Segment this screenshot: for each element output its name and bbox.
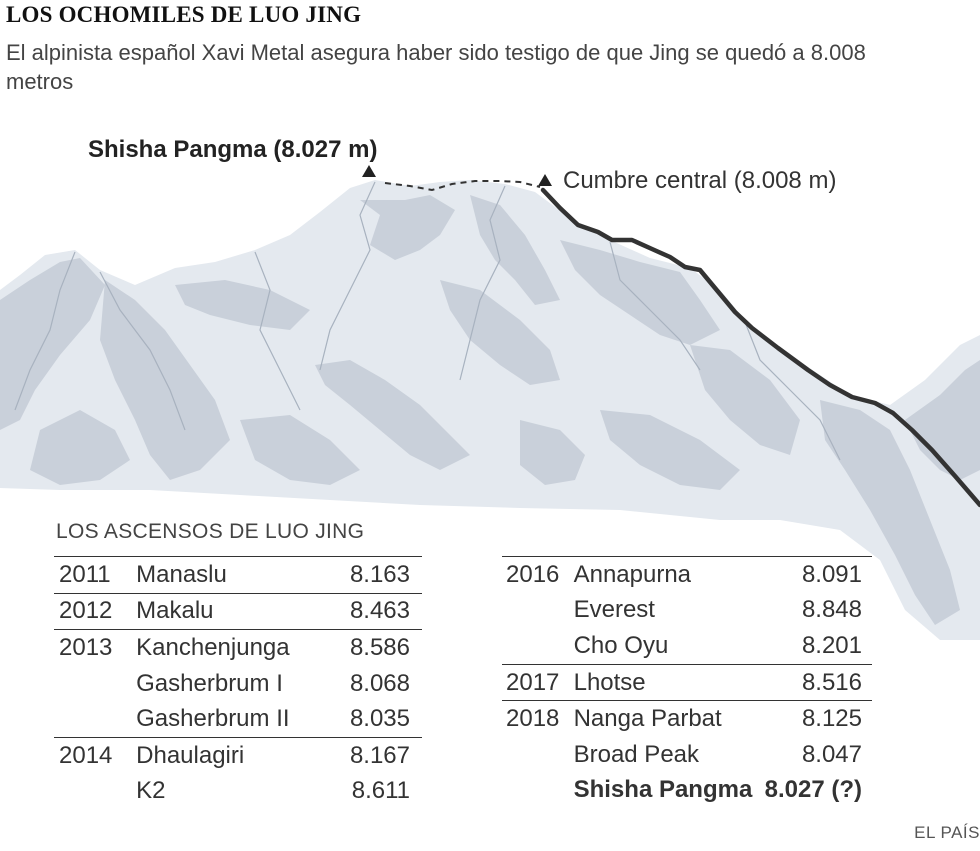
table-row: 2018 Nanga Parbat 8.125 [502,700,872,737]
year-cell [54,774,136,810]
year-cell [54,701,136,737]
peak-cell: Dhaulagiri [136,736,335,774]
peak-cell: Makalu [136,592,335,630]
peak-cell: Gasherbrum I [136,669,283,697]
altitude-cell: 8.516 [764,663,872,701]
year-cell [502,773,574,809]
peak-cell: Everest [573,596,655,624]
table-row: Everest 8.848 [502,593,872,629]
altitude-cell: 8.463 [334,592,422,630]
peak-cell: Kanchenjunga [136,629,335,666]
year-cell [54,666,136,702]
year-cell: 2013 [54,629,137,666]
table-row: Gasherbrum I 8.068 [54,666,422,702]
altitude-cell: 8.091 [764,555,872,593]
peak-cell: Cho Oyu [573,631,669,659]
main-summit-label: Shisha Pangma (8.027 m) [88,136,378,163]
year-cell: 2016 [502,555,574,593]
altitude-cell: 8.027 (?) [764,776,862,804]
table-row: 2016 Annapurna 8.091 [502,555,872,593]
year-cell: 2018 [502,700,574,737]
table-row: 2011 Manaslu 8.163 [54,556,422,594]
altitude-cell: 8.201 [801,631,862,659]
route-dashed-segment [384,180,541,192]
summit-marker-icon [362,165,376,177]
altitude-cell: 8.047 [801,740,862,768]
table-row: Cho Oyu 8.201 [502,628,872,664]
table-row: Gasherbrum II 8.035 [54,701,422,737]
table-row: 2014 Dhaulagiri 8.167 [54,736,422,774]
ascent-route-line [540,187,980,508]
peak-cell: Lhotse [573,663,765,701]
year-cell [502,737,574,773]
year-cell: 2012 [54,592,137,630]
peak-cell: Gasherbrum II [136,705,290,733]
table-heading: LOS ASCENSOS DE LUO JING [56,520,365,543]
ascents-table-left: 2011 Manaslu 8.163 2012 Makalu 8.463 2013 Kanch… [54,556,422,809]
ascents-table-right: 2016 Annapurna 8.091 Everest 8.848 Cho Oyu 8.2… [502,555,872,809]
altitude-cell: 8.848 [801,596,862,624]
altitude-cell: 8.035 [349,705,410,733]
source-credit: EL PAÍS [914,823,980,842]
altitude-cell: 8.611 [351,777,410,805]
peak-cell: Nanga Parbat [573,700,765,737]
table-row: Broad Peak 8.047 [502,737,872,773]
year-cell: 2011 [54,556,137,594]
peak-cell: Manaslu [136,556,335,594]
table-row: Shisha Pangma 8.027 (?) [502,773,872,809]
page-subtitle: El alpinista español Xavi Metal asegura … [6,40,866,94]
table-row: 2013 Kanchenjunga 8.586 [54,629,422,666]
altitude-cell: 8.125 [764,700,872,737]
mountain-illustration [0,165,980,640]
table-row: 2012 Makalu 8.463 [54,592,422,630]
altitude-cell: 8.586 [334,629,422,666]
peak-cell: K2 [136,777,166,805]
year-cell [502,593,574,629]
peak-cell: Broad Peak [573,740,700,768]
year-cell: 2014 [54,736,137,774]
year-cell [502,628,574,664]
ridge-lines [14,181,841,461]
page-title: LOS OCHOMILES DE LUO JING [6,2,362,27]
peak-cell: Shisha Pangma [573,776,753,804]
table-row: K2 8.611 [54,774,422,810]
central-summit-marker-icon [538,174,552,186]
altitude-cell: 8.068 [349,669,410,697]
year-cell: 2017 [502,663,574,701]
table-row: 2017 Lhotse 8.516 [502,663,872,701]
central-summit-label: Cumbre central (8.008 m) [563,167,837,194]
peak-cell: Annapurna [573,555,765,593]
altitude-cell: 8.163 [334,556,422,594]
altitude-cell: 8.167 [334,736,422,774]
